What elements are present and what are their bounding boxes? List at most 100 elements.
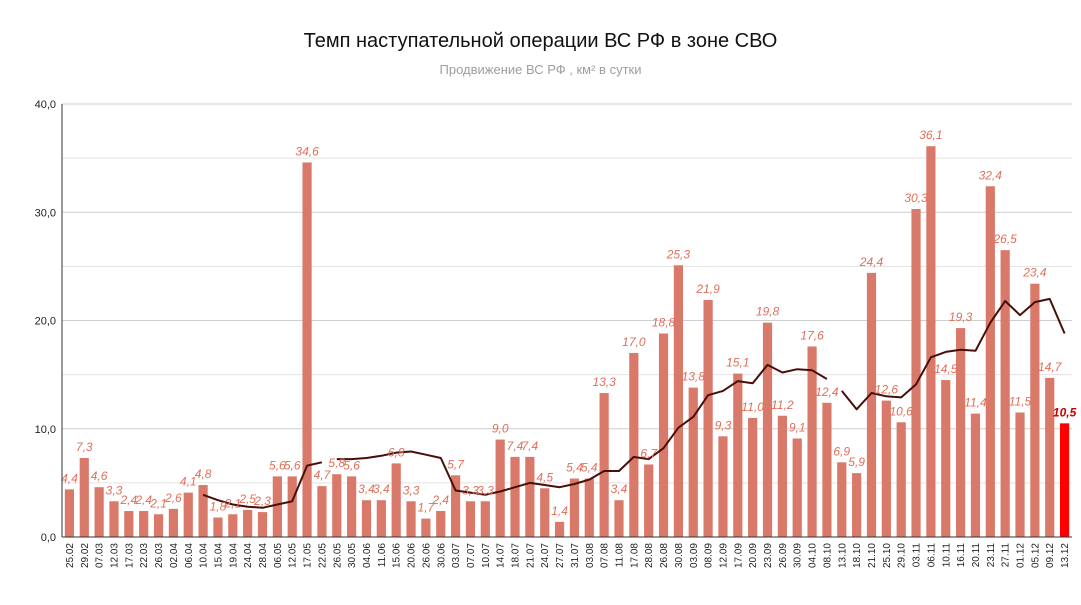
x-tick-label: 11.08 [614, 543, 625, 568]
x-tick-label: 26.05 [332, 543, 343, 568]
bar [1059, 423, 1070, 537]
bar [703, 299, 713, 537]
x-tick-label: 09.12 [1045, 543, 1056, 568]
data-label: 14,7 [1038, 360, 1063, 374]
x-tick-label: 17.09 [733, 543, 744, 568]
x-tick-label: 02.04 [169, 543, 180, 568]
y-tick-label: 10,0 [35, 424, 56, 436]
data-label: 3,3 [106, 483, 123, 497]
x-tick-label: 16.11 [956, 543, 967, 568]
bar [183, 492, 193, 537]
data-label: 2,4 [431, 493, 449, 507]
data-label: 4,4 [61, 471, 78, 485]
x-tick-label: 17.05 [303, 543, 314, 568]
x-tick-label: 20.06 [407, 543, 418, 568]
data-label: 32,4 [979, 168, 1003, 182]
bar [866, 272, 877, 537]
y-tick-label: 30,0 [35, 207, 56, 219]
axes: 0,0 10,0 20,0 30,0 40,0 25.02 29.02 07.03 12.03 1… [35, 99, 1072, 568]
data-label: 14,5 [934, 362, 958, 376]
data-label: 13,3 [592, 375, 616, 389]
data-label: 15,1 [726, 356, 749, 370]
x-tick-label: 29.10 [897, 543, 908, 568]
data-label: 18,8 [652, 315, 676, 329]
x-tick-label: 18.07 [511, 543, 522, 568]
bar [64, 489, 75, 537]
data-label: 19,3 [949, 310, 973, 324]
bar [629, 352, 639, 537]
bar [109, 501, 119, 537]
x-tick-label: 01.12 [1016, 543, 1027, 568]
data-label: 11,4 [964, 396, 987, 410]
x-tick-label: 31.07 [570, 543, 581, 568]
bar [688, 387, 698, 537]
x-tick-label: 26.03 [154, 543, 165, 568]
data-label: 24,4 [859, 255, 884, 269]
x-tick-label: 27.11 [1001, 543, 1012, 568]
bar [94, 487, 104, 537]
data-label: 7,3 [76, 440, 93, 454]
bar [213, 517, 223, 537]
bar [733, 373, 743, 537]
x-tick-label: 12.09 [718, 543, 729, 568]
x-tick-label: 19.04 [228, 543, 239, 568]
bar [658, 333, 669, 537]
x-tick-label: 03.11 [912, 543, 923, 568]
data-label: 9,3 [715, 418, 732, 432]
trend-line [202, 297, 1066, 509]
x-tick-label: 10.04 [199, 543, 210, 568]
bar [332, 474, 342, 537]
bar [168, 508, 178, 537]
data-label: 10,6 [890, 404, 914, 418]
x-tick-label: 05.12 [1030, 543, 1041, 568]
data-label: 2,5 [238, 492, 256, 506]
bar [421, 518, 431, 537]
bar [1000, 250, 1010, 537]
data-label: 21,9 [695, 282, 720, 296]
data-label: 26,5 [992, 232, 1017, 246]
bar [272, 476, 282, 537]
bar [837, 462, 847, 537]
x-tick-label: 08.10 [822, 543, 833, 568]
y-tick-label: 40,0 [35, 99, 56, 111]
bar [1030, 283, 1040, 537]
data-label: 1,4 [551, 504, 568, 518]
data-label: 4,5 [536, 470, 553, 484]
data-label: 3,4 [373, 482, 390, 496]
x-tick-label: 04.06 [362, 543, 373, 568]
bar [748, 417, 758, 537]
x-tick-label: 13.12 [1060, 543, 1071, 568]
data-label: 1,7 [418, 501, 436, 515]
x-tick-label: 20.09 [748, 543, 759, 568]
bar [970, 413, 981, 537]
x-tick-label: 18.10 [852, 543, 863, 568]
bar [644, 464, 654, 537]
data-label: 12,4 [815, 385, 839, 399]
bar [451, 475, 461, 537]
bar [792, 438, 802, 537]
bar [718, 436, 728, 537]
x-tick-label: 03.09 [689, 543, 700, 568]
data-label: 23,4 [1022, 266, 1047, 280]
data-label: 3,3 [477, 483, 494, 497]
bar [1015, 412, 1025, 537]
x-tick-label: 30.05 [347, 543, 358, 568]
bar [777, 415, 787, 537]
data-label: 2,1 [149, 496, 167, 510]
x-tick-label: 25.10 [882, 543, 893, 568]
data-label: 5,8 [328, 456, 345, 470]
trend-segment [841, 297, 1066, 411]
bar [243, 509, 253, 537]
data-label: 17,0 [622, 335, 646, 349]
x-tick-label: 12.05 [288, 543, 299, 568]
bar [347, 476, 357, 537]
x-tick-label: 20.11 [971, 543, 982, 568]
x-tick-label: 28.08 [644, 543, 655, 568]
bar [198, 485, 208, 537]
data-labels: 4,47,34,63,32,42,42,12,64,14,81,82,12,52… [61, 128, 1076, 518]
data-label: 2,1 [223, 496, 241, 510]
bar [480, 501, 490, 537]
data-label: 11,2 [771, 398, 794, 412]
bar [956, 328, 966, 537]
